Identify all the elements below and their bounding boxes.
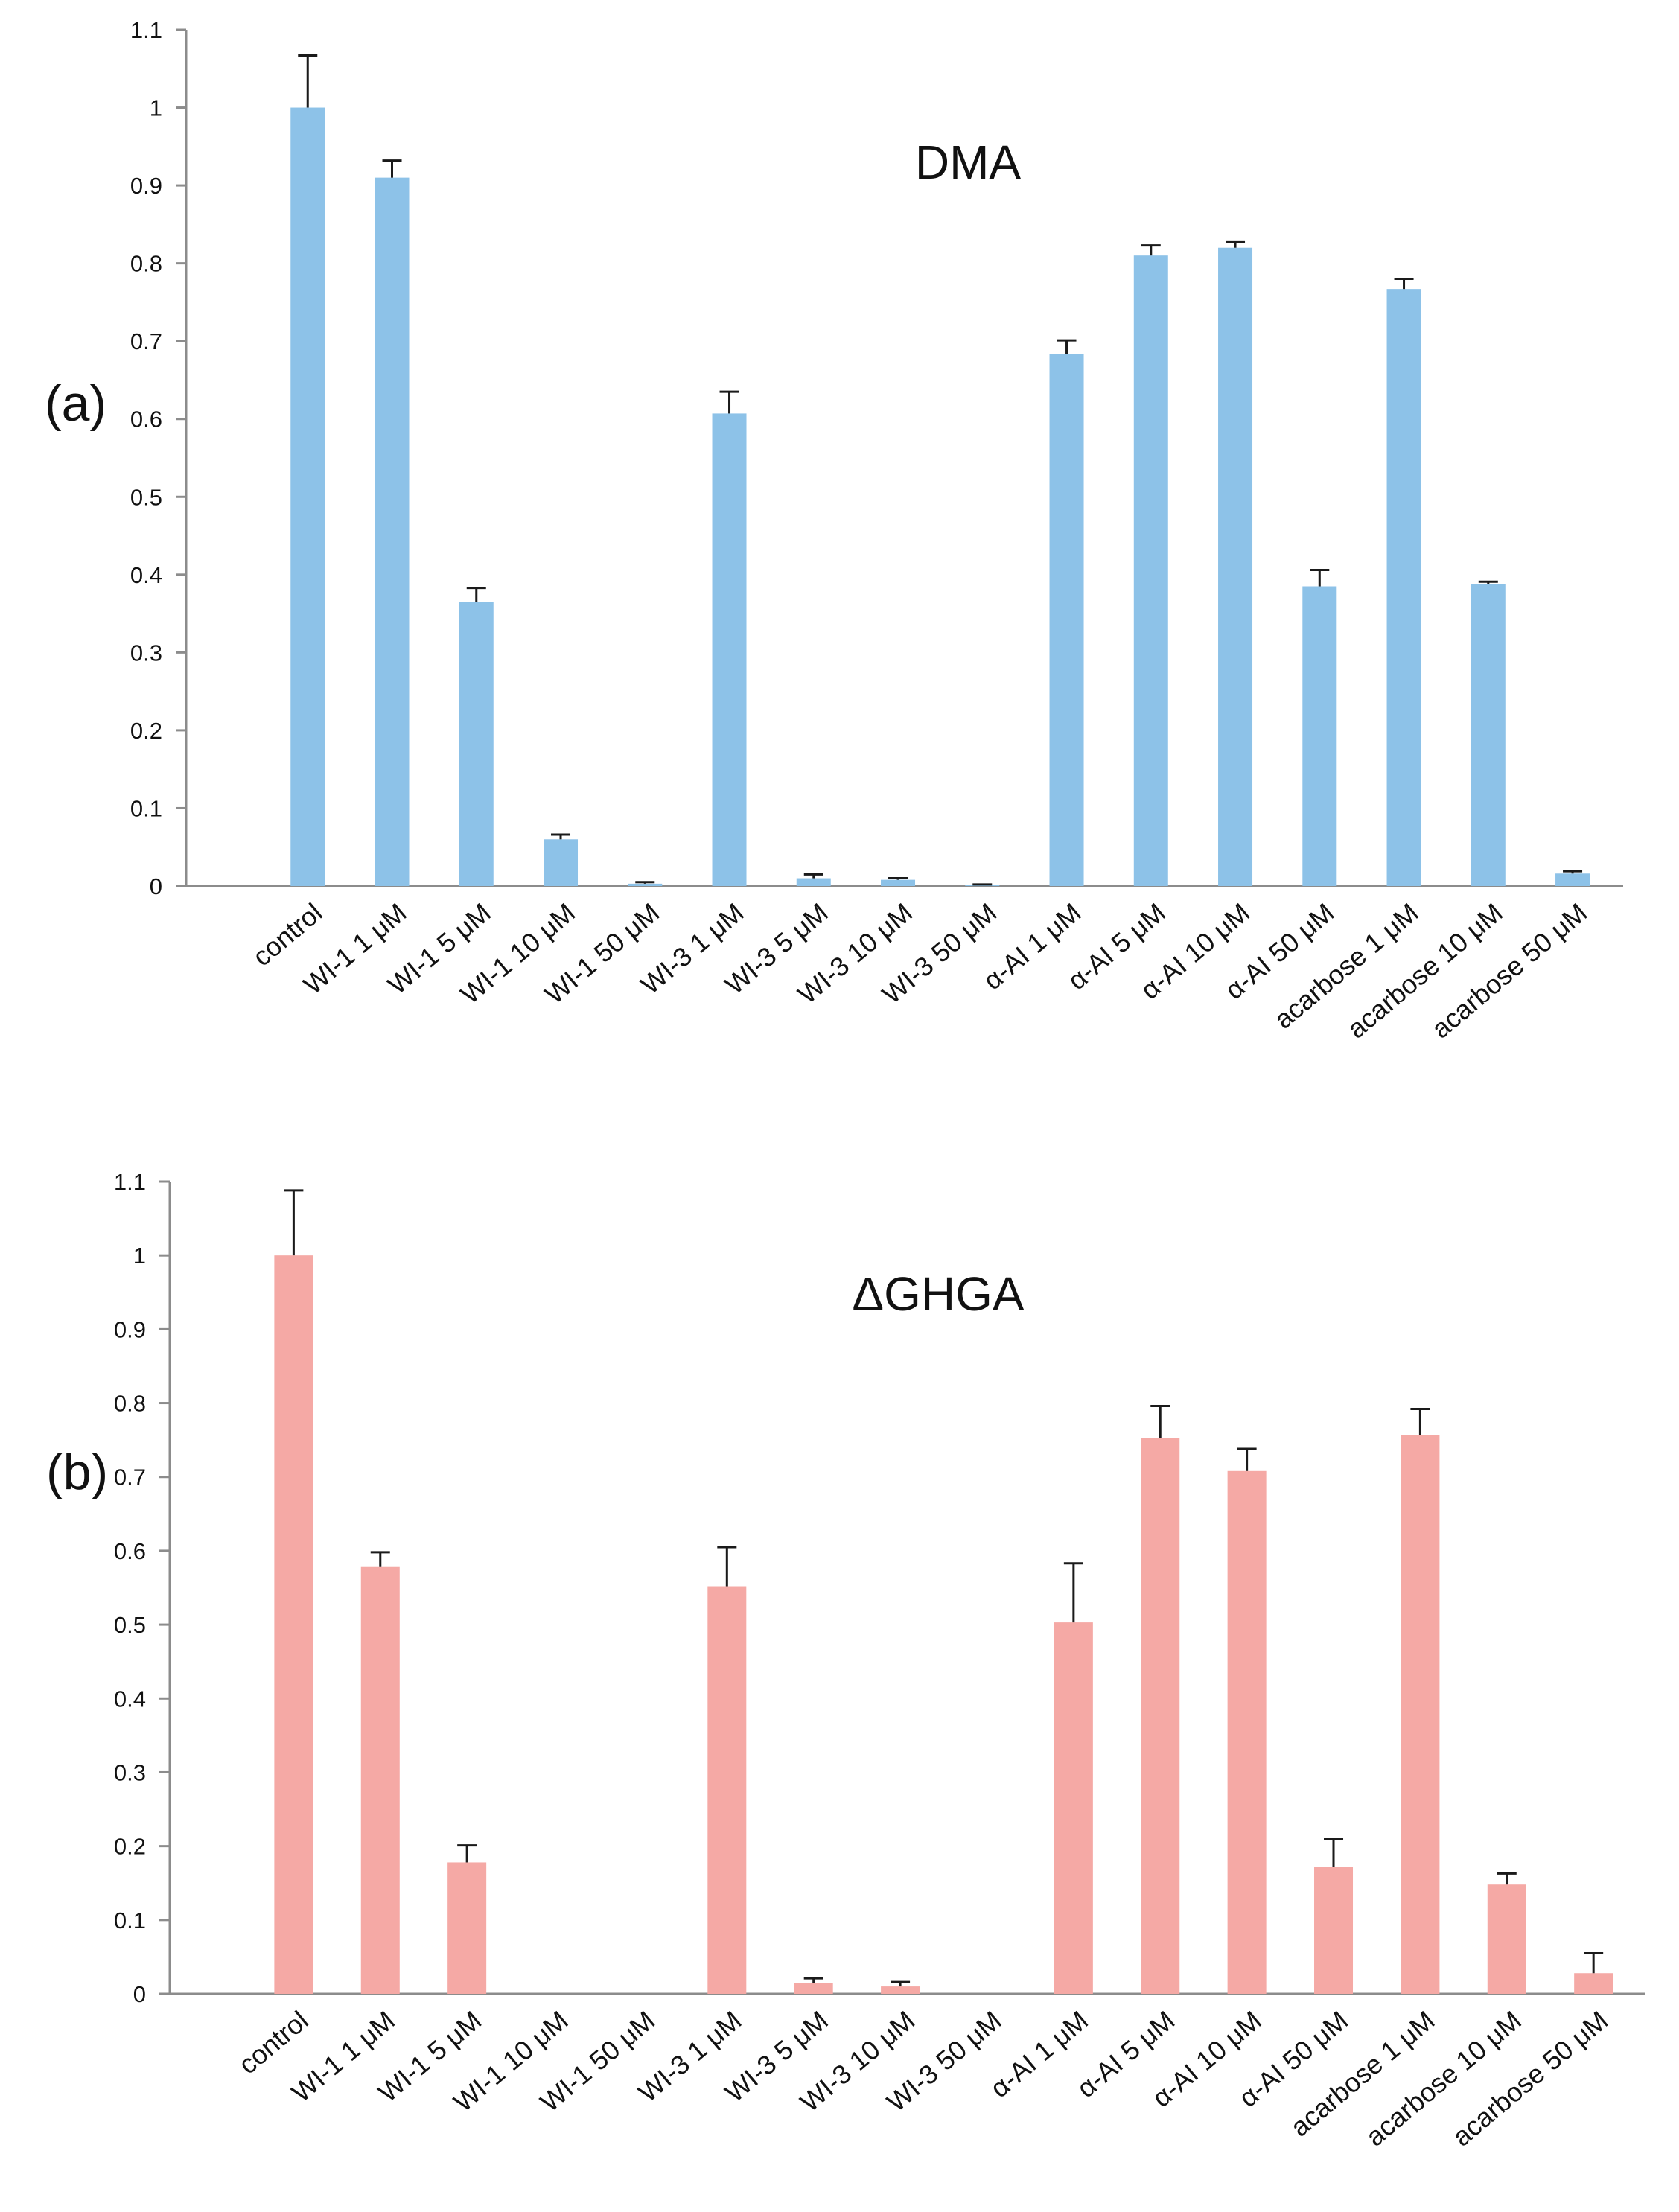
bar bbox=[1401, 1435, 1440, 1994]
bar bbox=[1302, 586, 1337, 886]
bar bbox=[375, 177, 410, 887]
bar bbox=[1133, 255, 1168, 886]
y-tick-label: 0.5 bbox=[130, 484, 162, 510]
x-tick-label: acarbose 1 μM bbox=[1268, 897, 1424, 1035]
y-tick-label: 0.1 bbox=[130, 795, 162, 821]
y-tick-label: 0.3 bbox=[130, 640, 162, 666]
bar bbox=[360, 1566, 400, 1994]
y-tick-label: 0.9 bbox=[130, 173, 162, 199]
y-tick-label: 0.7 bbox=[114, 1464, 146, 1491]
y-tick-label: 0 bbox=[150, 873, 162, 899]
bar bbox=[712, 413, 747, 886]
y-tick-label: 0.4 bbox=[130, 562, 162, 588]
x-tick-label: acarbose 50 μM bbox=[1447, 2005, 1614, 2152]
y-tick-label: 0.7 bbox=[130, 328, 162, 354]
y-tick-label: 0 bbox=[133, 1981, 146, 2007]
y-tick-label: 0.3 bbox=[114, 1759, 146, 1785]
bar bbox=[1386, 289, 1421, 886]
chart-title: ΔGHGA bbox=[852, 1267, 1025, 1321]
y-tick-label: 0.9 bbox=[114, 1316, 146, 1342]
bar bbox=[1141, 1438, 1180, 1994]
y-tick-label: 0.8 bbox=[130, 251, 162, 277]
bar bbox=[796, 878, 831, 886]
y-tick-label: 0.2 bbox=[130, 718, 162, 744]
bar bbox=[1054, 1622, 1093, 1994]
x-tick-label: acarbose 10 μM bbox=[1341, 897, 1508, 1045]
bar bbox=[1314, 1867, 1354, 1994]
y-tick-label: 0.4 bbox=[114, 1686, 146, 1712]
bar bbox=[1487, 1884, 1526, 1994]
bar bbox=[794, 1983, 833, 1994]
panel-label: (a) bbox=[45, 375, 106, 432]
bar bbox=[965, 885, 1000, 886]
y-tick-label: 0.8 bbox=[114, 1391, 146, 1417]
y-tick-label: 1 bbox=[133, 1243, 146, 1269]
bar bbox=[290, 107, 325, 887]
bar bbox=[1555, 873, 1590, 886]
bar bbox=[1049, 354, 1084, 886]
bar bbox=[707, 1586, 747, 1994]
bar bbox=[447, 1862, 487, 1994]
panel-b: (b) ΔGHGA 0 0.1 0.2 0.3 0.4 0.5 0.6 0.7 0.8 0.9 1 1.1… bbox=[46, 1169, 1645, 2152]
y-tick-label: 1.1 bbox=[114, 1169, 146, 1195]
bar bbox=[544, 839, 579, 886]
y-tick-label: 1.1 bbox=[130, 17, 162, 43]
y-tick-label: 0.1 bbox=[114, 1907, 146, 1934]
bar bbox=[1574, 1973, 1613, 1994]
y-tick-label: 0.5 bbox=[114, 1612, 146, 1638]
x-tick-label: acarbose 1 μM bbox=[1284, 2005, 1440, 2143]
y-tick-label: 0.6 bbox=[130, 407, 162, 433]
chart-title: DMA bbox=[915, 136, 1022, 189]
x-tick-label: acarbose 10 μM bbox=[1360, 2005, 1527, 2152]
x-tick-label: control bbox=[232, 2005, 313, 2080]
y-tick-label: 0.2 bbox=[114, 1834, 146, 1860]
y-tick-label: 1 bbox=[150, 95, 162, 121]
bar bbox=[274, 1255, 313, 1994]
bar bbox=[459, 602, 494, 886]
bar bbox=[1471, 584, 1506, 886]
bar bbox=[881, 879, 916, 886]
panel-a: (a)DMA00.10.20.30.40.50.60.70.80.911.1co… bbox=[45, 17, 1623, 1045]
bar bbox=[1218, 247, 1253, 886]
bar bbox=[1227, 1470, 1267, 1994]
bar bbox=[628, 883, 663, 886]
panel-label: (b) bbox=[46, 1444, 108, 1500]
y-tick-label: 0.6 bbox=[114, 1538, 146, 1564]
bar bbox=[881, 1986, 920, 1994]
x-tick-label: acarbose 50 μM bbox=[1426, 897, 1593, 1045]
